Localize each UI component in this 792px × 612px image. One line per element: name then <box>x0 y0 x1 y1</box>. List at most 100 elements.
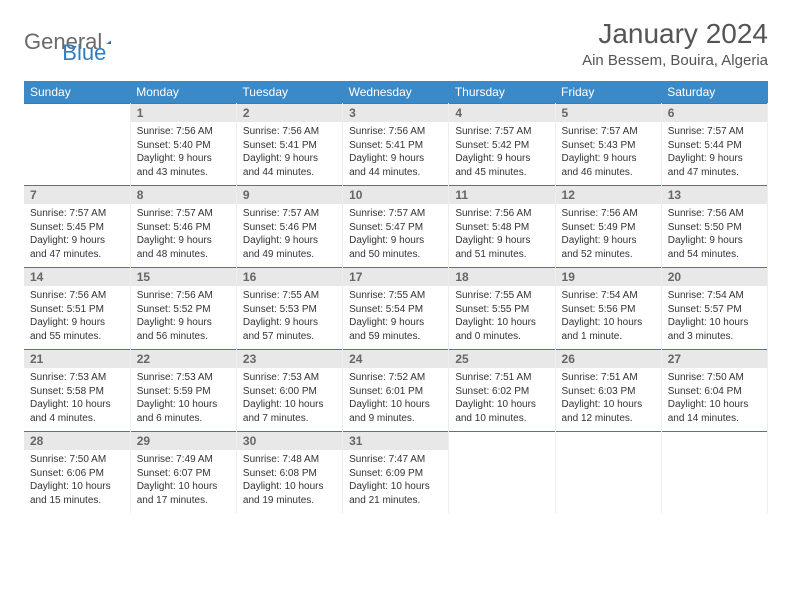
calendar-cell: 11Sunrise: 7:56 AMSunset: 5:48 PMDayligh… <box>449 186 555 268</box>
day-info: Sunrise: 7:55 AMSunset: 5:55 PMDaylight:… <box>449 286 554 349</box>
day-info: Sunrise: 7:57 AMSunset: 5:46 PMDaylight:… <box>131 204 236 267</box>
day-info: Sunrise: 7:56 AMSunset: 5:50 PMDaylight:… <box>662 204 767 267</box>
calendar-cell: 24Sunrise: 7:52 AMSunset: 6:01 PMDayligh… <box>343 350 449 432</box>
weekday-header: Saturday <box>661 81 767 104</box>
logo-triangle-icon <box>106 33 111 51</box>
calendar-cell: 17Sunrise: 7:55 AMSunset: 5:54 PMDayligh… <box>343 268 449 350</box>
calendar-cell: 29Sunrise: 7:49 AMSunset: 6:07 PMDayligh… <box>130 432 236 514</box>
weekday-header-row: SundayMondayTuesdayWednesdayThursdayFrid… <box>24 81 768 104</box>
day-info: Sunrise: 7:49 AMSunset: 6:07 PMDaylight:… <box>131 450 236 513</box>
day-info: Sunrise: 7:57 AMSunset: 5:43 PMDaylight:… <box>556 122 661 185</box>
day-info: Sunrise: 7:53 AMSunset: 5:59 PMDaylight:… <box>131 368 236 431</box>
day-info: Sunrise: 7:51 AMSunset: 6:03 PMDaylight:… <box>556 368 661 431</box>
day-number: 23 <box>237 350 342 368</box>
day-number: 5 <box>556 104 661 122</box>
day-number: 1 <box>131 104 236 122</box>
logo: General Blue <box>24 18 106 66</box>
day-number: 3 <box>343 104 448 122</box>
day-info: Sunrise: 7:54 AMSunset: 5:57 PMDaylight:… <box>662 286 767 349</box>
calendar-cell: 14Sunrise: 7:56 AMSunset: 5:51 PMDayligh… <box>24 268 130 350</box>
day-info: Sunrise: 7:56 AMSunset: 5:49 PMDaylight:… <box>556 204 661 267</box>
day-info: Sunrise: 7:56 AMSunset: 5:41 PMDaylight:… <box>343 122 448 185</box>
day-info: Sunrise: 7:57 AMSunset: 5:42 PMDaylight:… <box>449 122 554 185</box>
calendar-cell: 20Sunrise: 7:54 AMSunset: 5:57 PMDayligh… <box>661 268 767 350</box>
weekday-header: Monday <box>130 81 236 104</box>
calendar-cell: 8Sunrise: 7:57 AMSunset: 5:46 PMDaylight… <box>130 186 236 268</box>
day-number: 13 <box>662 186 767 204</box>
day-info: Sunrise: 7:54 AMSunset: 5:56 PMDaylight:… <box>556 286 661 349</box>
calendar-cell <box>449 432 555 514</box>
day-info: Sunrise: 7:53 AMSunset: 5:58 PMDaylight:… <box>24 368 130 431</box>
day-info: Sunrise: 7:53 AMSunset: 6:00 PMDaylight:… <box>237 368 342 431</box>
day-number: 22 <box>131 350 236 368</box>
calendar-week-row: 21Sunrise: 7:53 AMSunset: 5:58 PMDayligh… <box>24 350 768 432</box>
calendar-cell: 6Sunrise: 7:57 AMSunset: 5:44 PMDaylight… <box>661 104 767 186</box>
day-info: Sunrise: 7:57 AMSunset: 5:45 PMDaylight:… <box>24 204 130 267</box>
day-info: Sunrise: 7:56 AMSunset: 5:41 PMDaylight:… <box>237 122 342 185</box>
day-info: Sunrise: 7:52 AMSunset: 6:01 PMDaylight:… <box>343 368 448 431</box>
header: General Blue January 2024 Ain Bessem, Bo… <box>24 18 768 69</box>
day-number: 17 <box>343 268 448 286</box>
day-number: 30 <box>237 432 342 450</box>
day-number: 24 <box>343 350 448 368</box>
calendar-cell: 7Sunrise: 7:57 AMSunset: 5:45 PMDaylight… <box>24 186 130 268</box>
calendar-cell <box>24 104 130 186</box>
location: Ain Bessem, Bouira, Algeria <box>582 52 768 69</box>
calendar-cell <box>555 432 661 514</box>
day-number: 9 <box>237 186 342 204</box>
calendar-cell: 26Sunrise: 7:51 AMSunset: 6:03 PMDayligh… <box>555 350 661 432</box>
day-number: 11 <box>449 186 554 204</box>
calendar-cell <box>661 432 767 514</box>
day-info: Sunrise: 7:51 AMSunset: 6:02 PMDaylight:… <box>449 368 554 431</box>
calendar-cell: 30Sunrise: 7:48 AMSunset: 6:08 PMDayligh… <box>236 432 342 514</box>
day-info: Sunrise: 7:50 AMSunset: 6:04 PMDaylight:… <box>662 368 767 431</box>
day-number: 26 <box>556 350 661 368</box>
calendar-cell: 25Sunrise: 7:51 AMSunset: 6:02 PMDayligh… <box>449 350 555 432</box>
calendar-cell: 19Sunrise: 7:54 AMSunset: 5:56 PMDayligh… <box>555 268 661 350</box>
day-info: Sunrise: 7:57 AMSunset: 5:47 PMDaylight:… <box>343 204 448 267</box>
day-info: Sunrise: 7:47 AMSunset: 6:09 PMDaylight:… <box>343 450 448 513</box>
day-info: Sunrise: 7:56 AMSunset: 5:52 PMDaylight:… <box>131 286 236 349</box>
weekday-header: Tuesday <box>236 81 342 104</box>
day-info: Sunrise: 7:56 AMSunset: 5:40 PMDaylight:… <box>131 122 236 185</box>
day-number: 6 <box>662 104 767 122</box>
calendar-cell: 28Sunrise: 7:50 AMSunset: 6:06 PMDayligh… <box>24 432 130 514</box>
calendar-cell: 15Sunrise: 7:56 AMSunset: 5:52 PMDayligh… <box>130 268 236 350</box>
day-number: 7 <box>24 186 130 204</box>
day-info: Sunrise: 7:50 AMSunset: 6:06 PMDaylight:… <box>24 450 130 513</box>
day-number: 25 <box>449 350 554 368</box>
calendar-cell: 10Sunrise: 7:57 AMSunset: 5:47 PMDayligh… <box>343 186 449 268</box>
day-number: 2 <box>237 104 342 122</box>
calendar-cell: 1Sunrise: 7:56 AMSunset: 5:40 PMDaylight… <box>130 104 236 186</box>
calendar-cell: 9Sunrise: 7:57 AMSunset: 5:46 PMDaylight… <box>236 186 342 268</box>
day-number: 10 <box>343 186 448 204</box>
day-number: 28 <box>24 432 130 450</box>
calendar-week-row: 1Sunrise: 7:56 AMSunset: 5:40 PMDaylight… <box>24 104 768 186</box>
calendar-cell: 5Sunrise: 7:57 AMSunset: 5:43 PMDaylight… <box>555 104 661 186</box>
calendar-cell: 31Sunrise: 7:47 AMSunset: 6:09 PMDayligh… <box>343 432 449 514</box>
calendar-cell: 27Sunrise: 7:50 AMSunset: 6:04 PMDayligh… <box>661 350 767 432</box>
day-info: Sunrise: 7:56 AMSunset: 5:51 PMDaylight:… <box>24 286 130 349</box>
weekday-header: Wednesday <box>343 81 449 104</box>
day-number: 21 <box>24 350 130 368</box>
calendar-cell: 12Sunrise: 7:56 AMSunset: 5:49 PMDayligh… <box>555 186 661 268</box>
day-info: Sunrise: 7:57 AMSunset: 5:44 PMDaylight:… <box>662 122 767 185</box>
day-number: 19 <box>556 268 661 286</box>
title-block: January 2024 Ain Bessem, Bouira, Algeria <box>582 18 768 69</box>
weekday-header: Thursday <box>449 81 555 104</box>
calendar-cell: 21Sunrise: 7:53 AMSunset: 5:58 PMDayligh… <box>24 350 130 432</box>
calendar-cell: 18Sunrise: 7:55 AMSunset: 5:55 PMDayligh… <box>449 268 555 350</box>
calendar-cell: 22Sunrise: 7:53 AMSunset: 5:59 PMDayligh… <box>130 350 236 432</box>
calendar-cell: 13Sunrise: 7:56 AMSunset: 5:50 PMDayligh… <box>661 186 767 268</box>
calendar-cell: 16Sunrise: 7:55 AMSunset: 5:53 PMDayligh… <box>236 268 342 350</box>
weekday-header: Sunday <box>24 81 130 104</box>
day-info: Sunrise: 7:57 AMSunset: 5:46 PMDaylight:… <box>237 204 342 267</box>
day-number: 8 <box>131 186 236 204</box>
day-number: 16 <box>237 268 342 286</box>
month-title: January 2024 <box>582 18 768 50</box>
calendar-body: 1Sunrise: 7:56 AMSunset: 5:40 PMDaylight… <box>24 104 768 514</box>
day-number: 15 <box>131 268 236 286</box>
day-number: 14 <box>24 268 130 286</box>
day-info: Sunrise: 7:56 AMSunset: 5:48 PMDaylight:… <box>449 204 554 267</box>
calendar-table: SundayMondayTuesdayWednesdayThursdayFrid… <box>24 81 768 513</box>
